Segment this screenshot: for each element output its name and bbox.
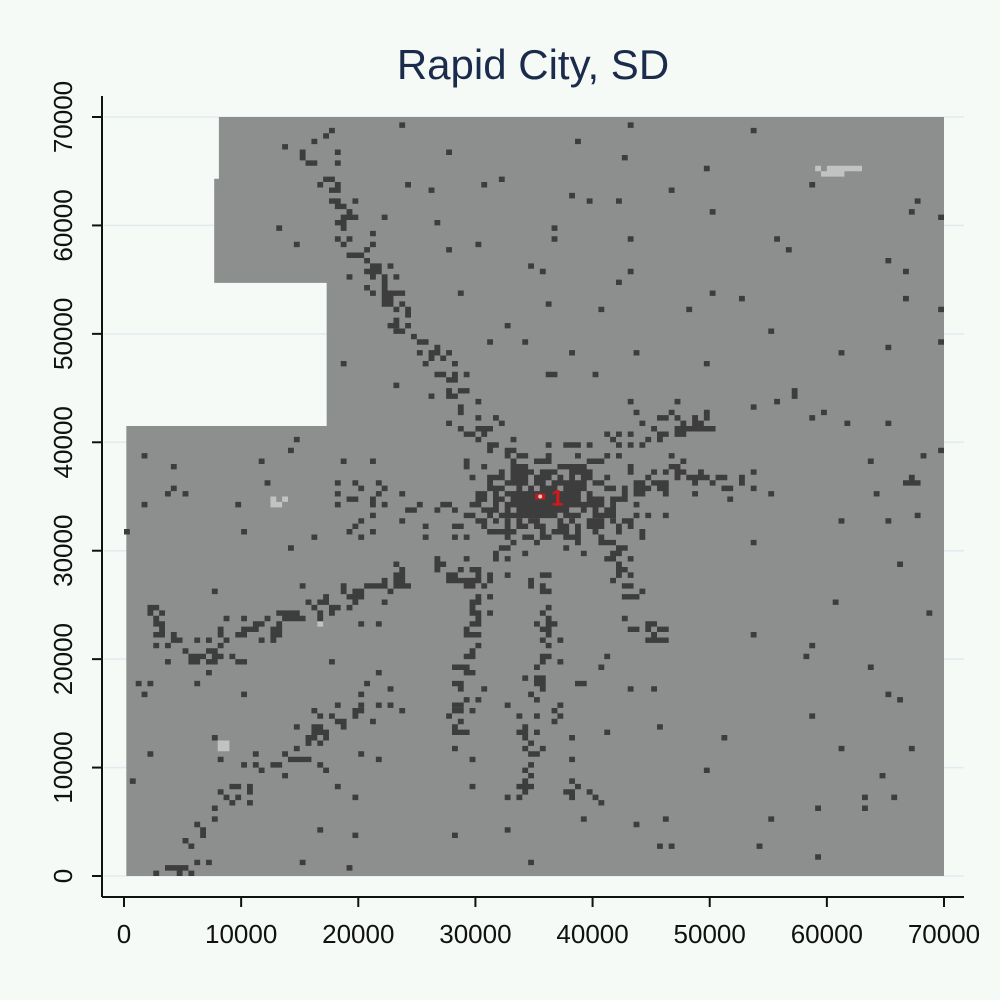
x-tick-label-1: 10000 — [205, 919, 277, 949]
x-tick-label-4: 40000 — [556, 919, 628, 949]
y-tick-label-0: 0 — [48, 869, 78, 883]
y-tick-label-6: 60000 — [48, 189, 78, 261]
marker-label-0: 1 — [551, 486, 563, 511]
y-tick-label-5: 50000 — [48, 298, 78, 370]
x-tick-label-7: 70000 — [908, 919, 980, 949]
y-tick-label-1: 10000 — [48, 731, 78, 803]
markers: 1 — [535, 486, 563, 511]
y-tick-label-7: 70000 — [48, 81, 78, 153]
chart-title: Rapid City, SD — [397, 41, 669, 88]
y-tick-label-2: 20000 — [48, 623, 78, 695]
x-tick-label-6: 60000 — [791, 919, 863, 949]
land-cover-raster — [124, 117, 945, 877]
x-tick-label-0: 0 — [117, 919, 131, 949]
x-tick-label-3: 30000 — [439, 919, 511, 949]
axes: 0 10000 20000 30000 40000 50000 60000 70000 0 100… — [48, 81, 980, 949]
developed-cells — [124, 122, 944, 877]
y-tick-label-3: 30000 — [48, 515, 78, 587]
marker-dot-0 — [538, 494, 543, 499]
x-tick-label-2: 20000 — [322, 919, 394, 949]
y-tick-label-4: 40000 — [48, 406, 78, 478]
x-tick-label-5: 50000 — [674, 919, 746, 949]
